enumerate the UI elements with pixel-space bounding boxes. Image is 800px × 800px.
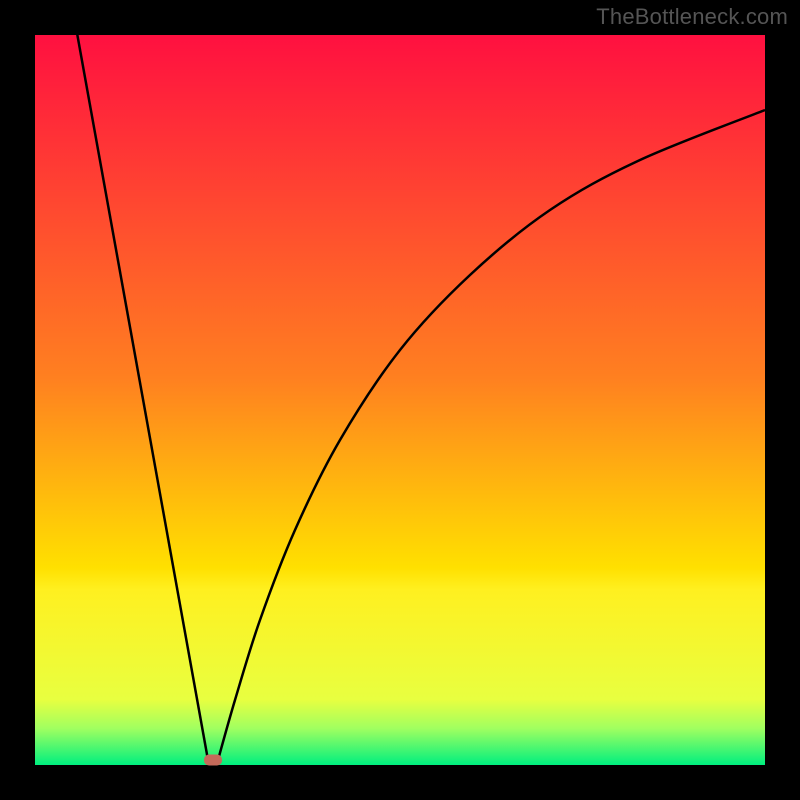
curve-left-branch	[77, 35, 208, 760]
minimum-marker	[204, 755, 222, 766]
bottleneck-curve	[35, 35, 765, 765]
chart-container: TheBottleneck.com	[0, 0, 800, 800]
plot-area	[35, 35, 765, 765]
curve-right-branch	[218, 110, 765, 760]
watermark-text: TheBottleneck.com	[596, 4, 788, 30]
